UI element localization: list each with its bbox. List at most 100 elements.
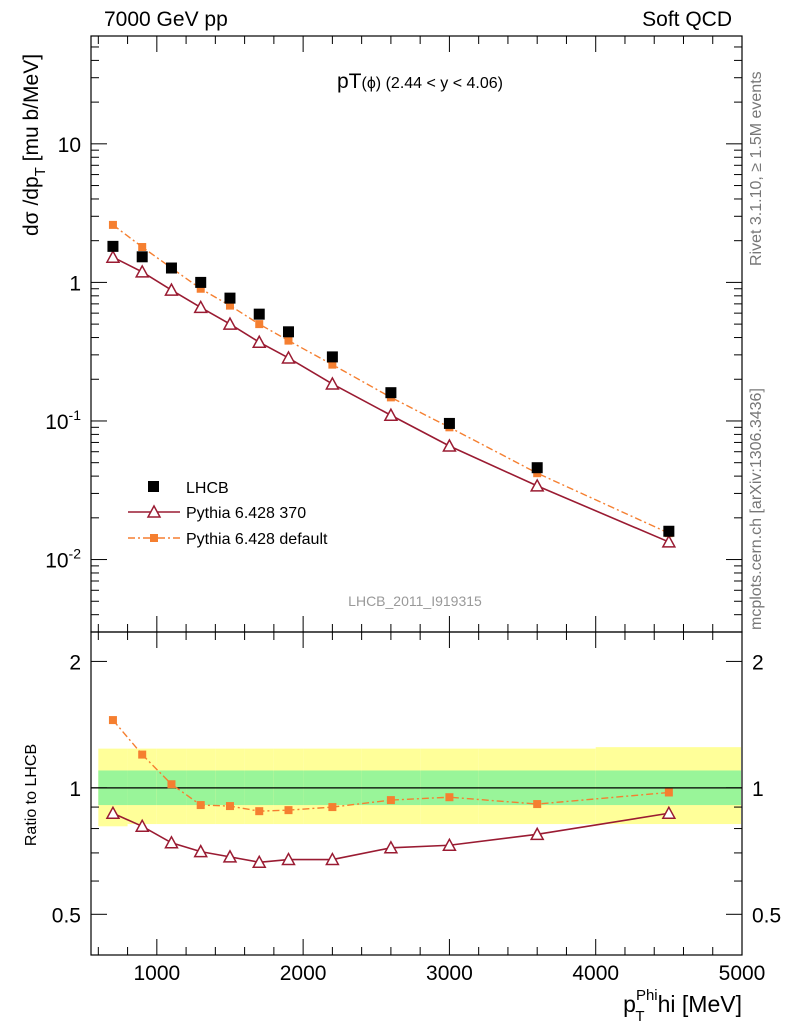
x-label-unit: hi [MeV] [658,991,742,1017]
ratio-point-pythia-370 [222,849,238,863]
ratio-point-pythia-default [386,796,395,805]
ratio-point-pythia-default [328,803,337,812]
y-tick-label: 1 [69,272,81,295]
ratio-point-pythia-default [284,806,293,815]
point-lhcb [136,251,148,263]
point-lhcb [195,276,207,288]
ratio-point-pythia-default [445,793,454,802]
legend-marker-pythia-370 [146,504,162,518]
ratio-panel: 0.5 0.5 1 1 2 2 1000 2000 3000 4000 5000 Ratio to L… [23,631,781,1024]
point-pythia-default [138,243,147,252]
point-pythia-370 [193,299,208,314]
point-lhcb [165,262,177,274]
legend-marker-pythia-default [150,534,158,542]
plot-title-main: pT [337,70,362,93]
point-lhcb [443,417,455,429]
y-tick-label: 10-1 [45,407,81,434]
y-tick-label-base: 10 [45,550,68,573]
x-tick-label: 3000 [426,962,473,985]
point-pythia-370 [164,282,179,296]
y-label-part: dσ /dp [20,176,43,236]
point-pythia-370 [661,534,677,548]
y-tick-label: 10-2 [45,546,81,573]
ratio-point-pythia-370 [325,851,340,866]
point-pythia-370 [105,249,121,263]
legend: LHCB Pythia 6.428 370 Pythia 6.428 default [128,480,328,548]
x-tick-label: 5000 [719,962,766,985]
ratio-frame [90,631,743,956]
main-y-axis-label: dσ /dpT [mu b/MeV] [20,54,49,236]
ratio-point-pythia-default [138,750,147,759]
analysis-watermark: LHCB_2011_I919315 [348,593,482,609]
point-lhcb [326,351,338,363]
uncertainty-bands [98,747,741,827]
ratio-point-pythia-370 [442,837,457,852]
ratio-y-tick-label-right: 2 [752,651,764,674]
header-left: 7000 GeV pp [104,8,228,31]
y-tick-label-base: 10 [45,411,68,434]
point-pythia-default [196,284,205,293]
ratio-y-ticks [91,660,742,956]
x-tick-label: 2000 [280,962,327,985]
ratio-point-pythia-default [225,802,234,811]
ratio-y-tick-label-left: 2 [69,651,81,674]
point-lhcb [224,292,236,304]
ratio-point-pythia-370 [661,805,677,820]
ratio-y-tick-label-right: 0.5 [752,904,781,927]
ratio-y-tick-label-right: 1 [752,778,764,801]
ratio-point-pythia-default [533,800,542,809]
point-pythia-370 [383,407,399,421]
x-label-sup: Phi [636,987,658,1004]
point-pythia-370 [134,264,150,278]
ratio-y-axis-label: Ratio to LHCB [23,744,40,846]
ratio-point-pythia-370 [281,851,296,866]
ratio-point-pythia-default [167,780,176,789]
ratio-point-pythia-370 [251,854,267,869]
point-lhcb [253,308,265,320]
point-pythia-370 [442,438,457,452]
point-lhcb [663,525,675,537]
main-x-ticks [97,36,743,632]
ratio-point-pythia-default [108,716,117,725]
main-y-ticks [91,35,742,633]
point-pythia-370 [251,334,267,348]
plot-title: pT(ϕ) (2.44 < y < 4.06) [337,70,503,93]
legend-label-pythia-370: Pythia 6.428 370 [186,505,306,522]
x-label-main: p [623,991,636,1017]
y-label-part: [mu b/MeV] [20,54,43,167]
header-right: Soft QCD [642,8,732,31]
point-pythia-370 [325,376,340,390]
side-label-rivet: Rivet 3.1.10, ≥ 1.5M events [748,71,765,266]
ratio-point-pythia-370 [164,835,179,849]
point-pythia-default [284,336,293,345]
ratio-point-pythia-370 [193,844,208,858]
x-tick-label: 4000 [572,962,619,985]
ratio-y-tick-label-left: 1 [69,778,81,801]
legend-label-lhcb: LHCB [186,480,229,497]
ratio-point-pythia-370 [105,805,121,820]
point-lhcb [385,387,397,399]
point-pythia-default [328,360,337,369]
series-line-pythia-370 [112,256,670,543]
y-tick-label: 10 [58,134,81,157]
plot-title-particle: (ϕ) [362,75,382,92]
ratio-line-pythia-370 [112,812,669,864]
x-tick-label: 1000 [133,962,180,985]
ratio-point-pythia-370 [383,840,399,854]
point-pythia-370 [529,478,545,492]
ratio-y-tick-label-left: 0.5 [52,904,81,927]
legend-marker-lhcb [148,481,159,492]
ratio-point-pythia-370 [134,818,150,833]
x-label-sub: T [635,1008,644,1024]
point-lhcb [282,326,294,338]
point-pythia-default [108,220,117,229]
point-pythia-default [225,301,234,310]
legend-label-pythia-default: Pythia 6.428 default [186,531,328,548]
point-pythia-370 [222,316,238,330]
x-axis-label: pPhihi [MeV] [623,987,742,1017]
ratio-point-pythia-default [255,807,264,816]
ratio-point-pythia-default [664,788,673,797]
point-pythia-370 [281,350,296,364]
y-tick-label-exp: -2 [69,546,82,562]
